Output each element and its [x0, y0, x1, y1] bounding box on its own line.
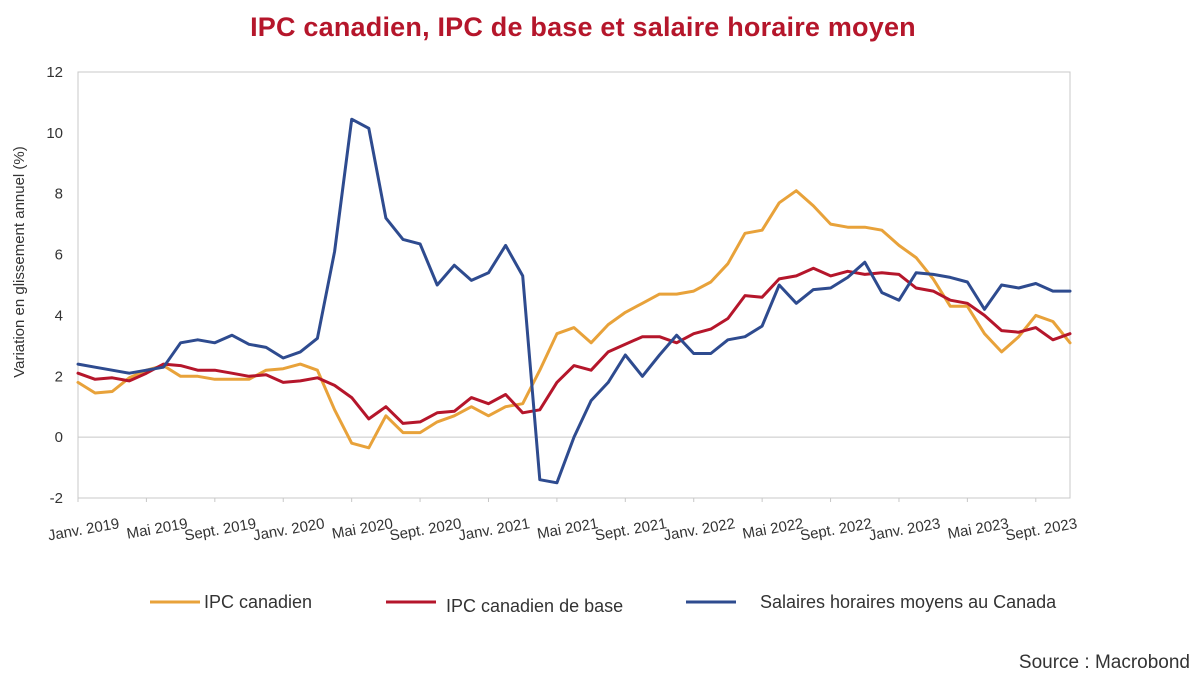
- legend: IPC canadien IPC canadien de base Salair…: [150, 592, 1057, 616]
- y-tick-label: 2: [55, 368, 63, 385]
- x-tick-label: Sept. 2019: [183, 515, 257, 544]
- y-tick-label: 12: [46, 64, 63, 81]
- x-tick-label: Mai 2021: [536, 515, 600, 542]
- source-note: Source : Macrobond: [1018, 652, 1190, 673]
- x-tick-label: Sept. 2021: [594, 515, 668, 544]
- y-tick-label: -2: [50, 490, 63, 507]
- y-tick-label: 4: [55, 307, 63, 324]
- y-tick-label: 6: [55, 247, 63, 264]
- x-tick-label: Sept. 2020: [388, 515, 462, 544]
- series-line-ipc: [76, 189, 1072, 450]
- y-axis-label: Variation en glissement annuel (%): [11, 146, 28, 378]
- x-tick-label: Sept. 2023: [1004, 515, 1078, 544]
- legend-label-salaires: Salaires horaires moyens au Canada: [760, 592, 1057, 612]
- y-tick-label: 8: [55, 186, 63, 203]
- series-line-salaires: [76, 117, 1072, 485]
- x-tick-label: Janv. 2023: [868, 515, 942, 544]
- x-tick-label: Janv. 2021: [457, 515, 531, 544]
- x-tick-label: Mai 2019: [125, 515, 189, 542]
- x-tick-label: Janv. 2020: [252, 515, 326, 544]
- x-tick-label: Janv. 2019: [47, 515, 121, 544]
- x-tick-label: Mai 2020: [331, 515, 395, 542]
- x-tick-label: Sept. 2022: [799, 515, 873, 544]
- y-tick-label: 10: [46, 125, 63, 142]
- legend-label-ipc-base: IPC canadien de base: [446, 596, 623, 616]
- y-tick-label: 0: [55, 429, 63, 446]
- legend-label-ipc: IPC canadien: [204, 592, 312, 612]
- chart-title: IPC canadien, IPC de base et salaire hor…: [250, 12, 916, 42]
- x-tick-label: Janv. 2022: [662, 515, 736, 544]
- series-line-ipc-base: [76, 266, 1072, 425]
- series-lines: [76, 117, 1072, 485]
- x-tick-label: Mai 2022: [741, 515, 805, 542]
- x-tick-label: Mai 2023: [946, 515, 1010, 542]
- y-tick-labels: -2 0 2 4 6 8 10 12: [46, 64, 63, 507]
- plot-frame: [77, 71, 1071, 499]
